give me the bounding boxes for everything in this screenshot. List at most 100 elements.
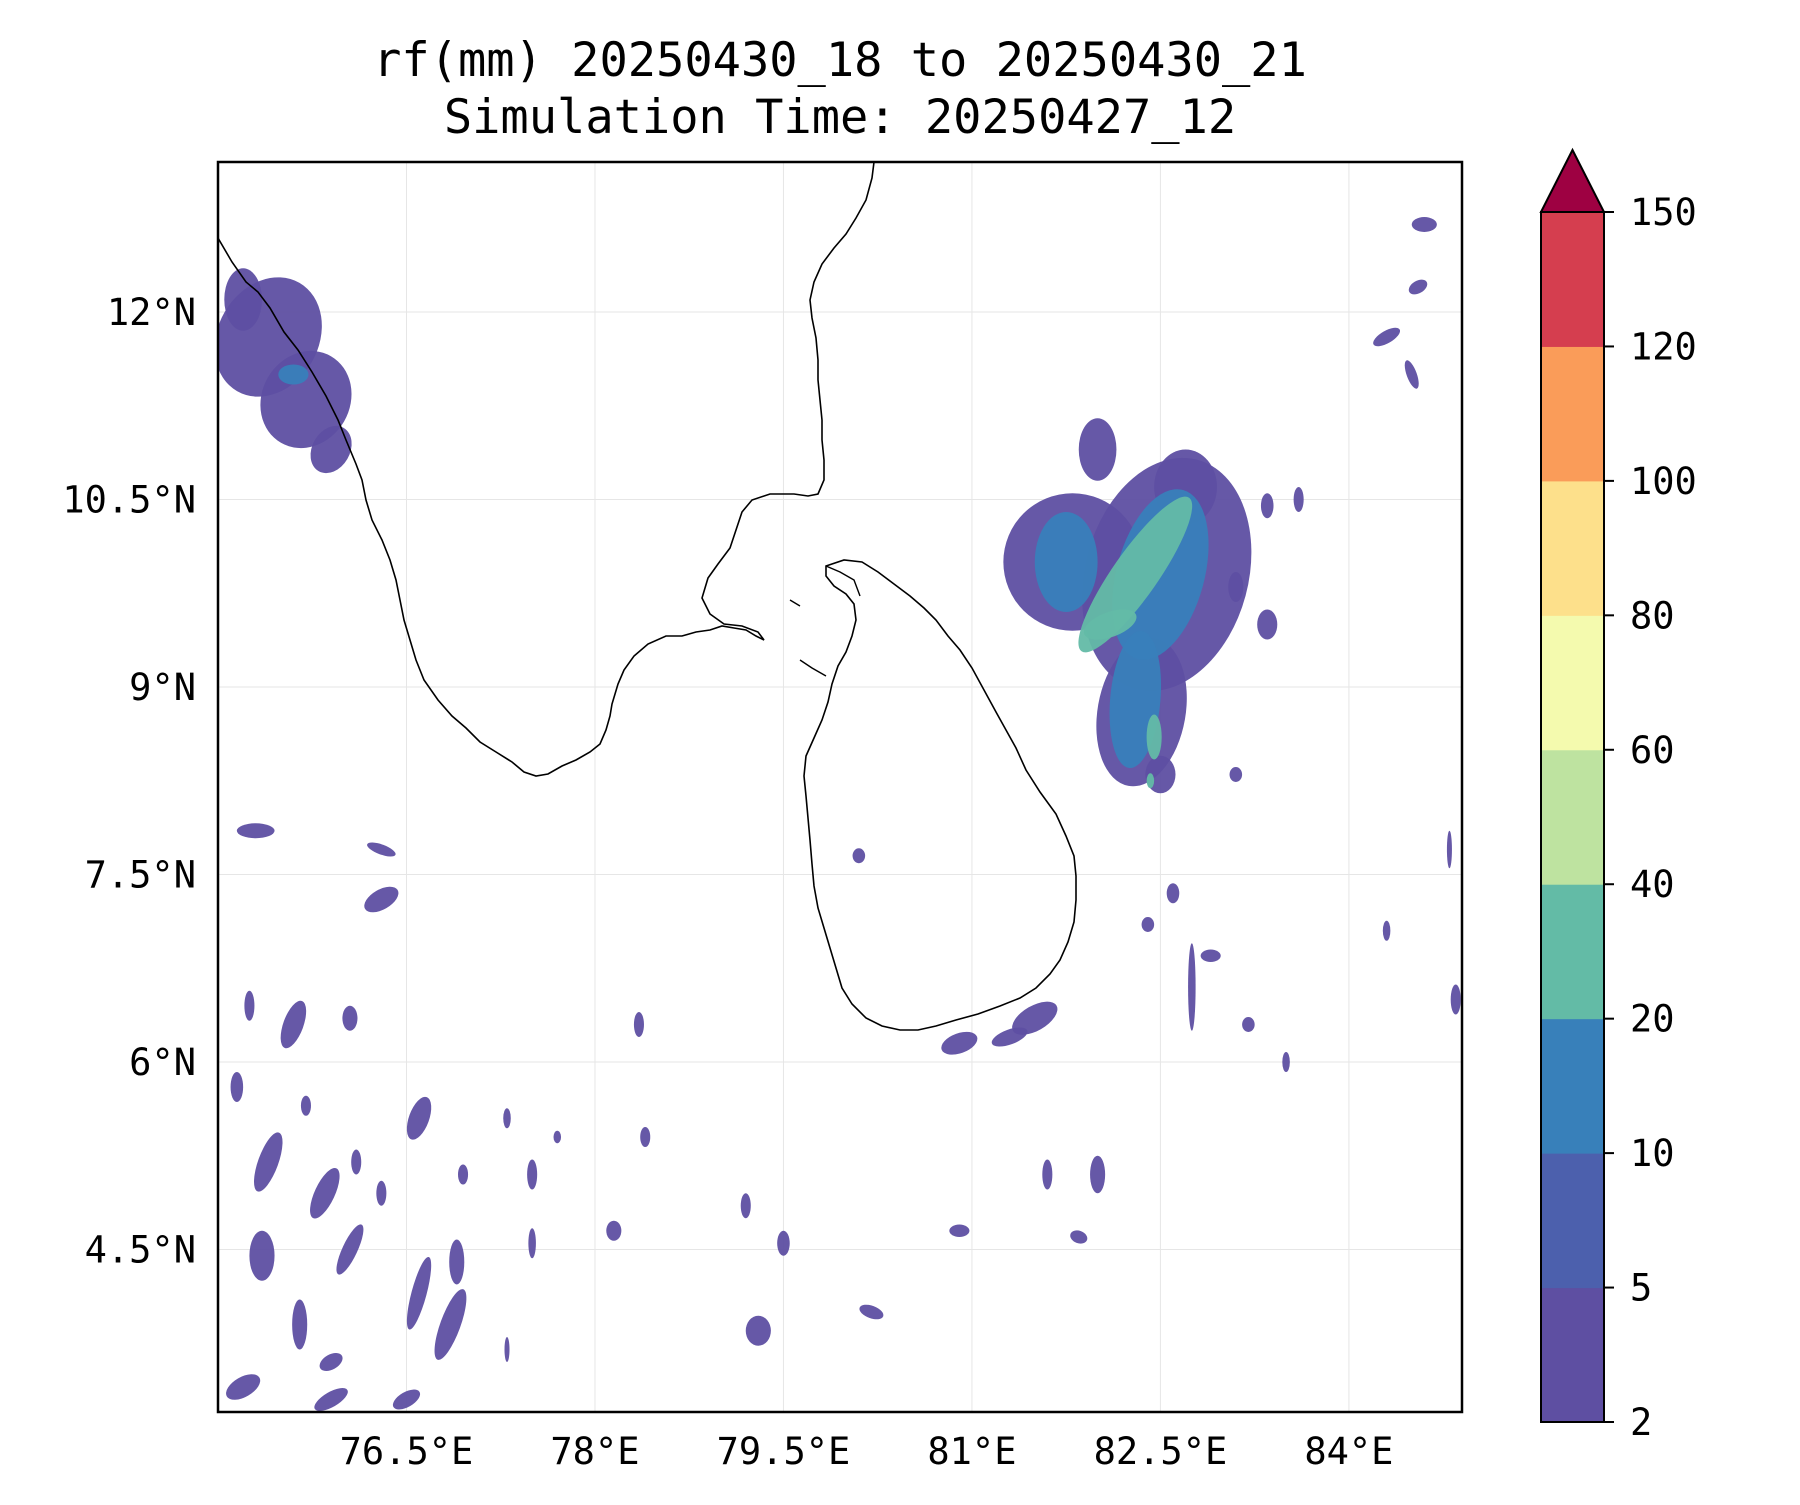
- rain-cell: [1373, 327, 1401, 347]
- colorbar: 2 5 10 20 40 60 80 100 120 150: [1539, 147, 1697, 1444]
- rain-cell: [1200, 949, 1221, 962]
- rain-cell: [852, 848, 866, 864]
- colorbar-tick-label: 60: [1630, 729, 1675, 772]
- rain-cell: [434, 1289, 467, 1360]
- rain-cell: [224, 268, 262, 331]
- rain-cell: [278, 364, 309, 385]
- rain-cell: [606, 1220, 622, 1241]
- sri-lanka-coastline: [803, 559, 1077, 1031]
- rain-cell: [740, 1193, 751, 1219]
- lat-tick-label: 10.5°N: [62, 479, 196, 522]
- colorbar-bin: [1541, 480, 1604, 616]
- rain-cell: [1404, 360, 1419, 389]
- rain-cell: [336, 1224, 364, 1275]
- rain-cell: [1034, 512, 1098, 612]
- rain-cell: [249, 1230, 275, 1281]
- rain-cell: [253, 1132, 283, 1192]
- rain-cell: [1146, 714, 1162, 760]
- rain-cell: [528, 1228, 536, 1259]
- rain-cell: [392, 1389, 421, 1410]
- colorbar-extend-triangle: [1539, 147, 1606, 213]
- rain-cell: [1166, 883, 1180, 904]
- lat-tick-label: 6°N: [129, 1041, 196, 1084]
- colorbar-bin: [1541, 615, 1604, 751]
- rain-cell: [314, 1388, 348, 1411]
- rain-cell: [859, 1304, 884, 1320]
- rain-cell: [1242, 1017, 1255, 1032]
- rain-cell: [1293, 487, 1304, 512]
- rain-cell: [777, 1230, 790, 1256]
- colorbar-bin: [1541, 346, 1604, 482]
- rain-cell: [310, 1167, 340, 1219]
- colorbar-bin: [1541, 1018, 1604, 1154]
- lon-tick-label: 82.5°E: [1094, 1430, 1228, 1473]
- rain-cell: [640, 1127, 651, 1147]
- colorbar-bin: [1541, 1287, 1604, 1423]
- rain-cell: [1260, 493, 1274, 519]
- rain-cell: [1229, 767, 1243, 782]
- lat-tick-label: 4.5°N: [85, 1229, 196, 1272]
- colorbar-bin: [1541, 884, 1604, 1020]
- rain-cell: [244, 990, 255, 1021]
- rain-cell: [236, 823, 275, 839]
- rain-cell: [1083, 609, 1137, 640]
- rain-cell: [1146, 773, 1155, 789]
- rain-cell: [1141, 917, 1155, 932]
- colorbar-tick-label: 5: [1630, 1267, 1652, 1310]
- rain-cell: [367, 842, 396, 857]
- rain-cell: [1282, 1052, 1290, 1072]
- jaffna-coastline: [789, 565, 861, 677]
- colorbar-outline: [1540, 211, 1605, 1423]
- colorbar-bin: [1541, 1153, 1604, 1289]
- rain-cell: [292, 1299, 308, 1350]
- rain-cell: [1070, 1230, 1088, 1244]
- rain-cell: [1078, 418, 1117, 481]
- rain-cell: [310, 425, 352, 474]
- rain-cell: [1012, 1001, 1058, 1035]
- colorbar-tick-label: 40: [1630, 863, 1675, 906]
- lon-tick-label: 78°E: [550, 1430, 639, 1473]
- coastlines: [218, 162, 1077, 1031]
- lon-tick-label: 84°E: [1304, 1430, 1393, 1473]
- colorbar-tick-label: 100: [1630, 460, 1697, 503]
- rain-cell: [1450, 984, 1461, 1015]
- rain-cell: [230, 1072, 244, 1102]
- rain-cell: [553, 1130, 562, 1144]
- colorbar-bin: [1541, 212, 1604, 347]
- rain-cell: [1228, 572, 1244, 602]
- india-coastline: [218, 162, 875, 777]
- rain-cell: [364, 886, 399, 913]
- rain-cell: [1257, 609, 1278, 640]
- rain-cell: [280, 1000, 307, 1049]
- rain-cell: [319, 1352, 343, 1372]
- colorbar-bin: [1541, 749, 1604, 885]
- colorbar-tick-label: 80: [1630, 594, 1675, 637]
- rain-cell: [226, 1374, 261, 1400]
- rain-cell: [1042, 1159, 1053, 1190]
- rain-cell: [406, 1096, 432, 1140]
- map-axes: 76.5°E 78°E 79.5°E 81°E 82.5°E 84°E 12°N 10.5°N…: [62, 291, 1393, 1473]
- rain-cell: [745, 1315, 771, 1346]
- rain-cell: [633, 1012, 644, 1037]
- rain-cell: [1446, 830, 1452, 869]
- title-line-2: Simulation Time: 20250427_12: [444, 90, 1236, 145]
- colorbar-tick-label: 2: [1630, 1401, 1652, 1444]
- rain-cell: [941, 1031, 978, 1055]
- colorbar-tick-label: 120: [1630, 325, 1697, 368]
- rain-cell: [949, 1224, 970, 1237]
- rain-cell: [351, 1149, 362, 1175]
- rain-cell: [503, 1108, 511, 1129]
- colorbar-tick-label: 10: [1630, 1132, 1675, 1175]
- lat-tick-label: 12°N: [107, 291, 196, 334]
- rain-cell: [1090, 1155, 1106, 1194]
- rain-cell: [376, 1180, 387, 1206]
- rain-cell: [1382, 920, 1391, 941]
- rain-cell: [991, 1027, 1028, 1047]
- rain-cell: [406, 1256, 432, 1330]
- rain-cell: [504, 1337, 510, 1362]
- rain-cell: [342, 1005, 358, 1031]
- lon-tick-label: 76.5°E: [340, 1430, 474, 1473]
- map-frame: [216, 160, 1464, 1414]
